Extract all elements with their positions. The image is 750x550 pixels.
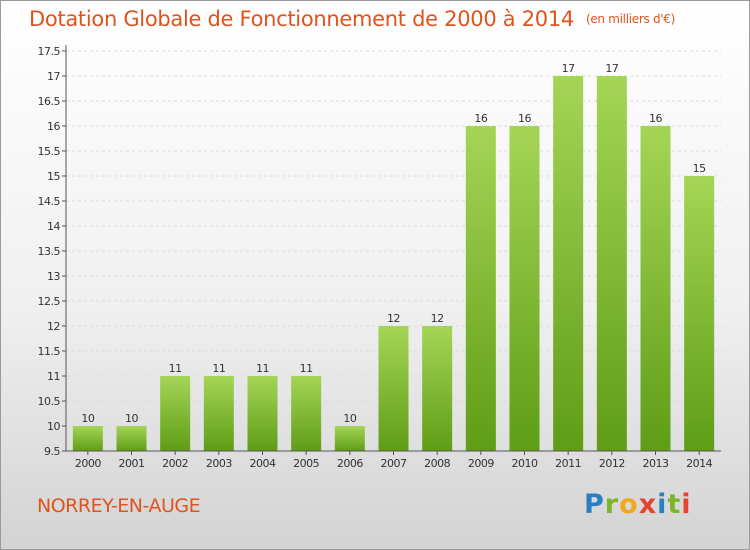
x-tick-label: 2007 [381, 457, 407, 470]
bar [72, 426, 103, 451]
data-label: 11 [256, 362, 269, 375]
y-tick-label: 13 [47, 270, 60, 283]
data-label: 17 [605, 62, 618, 75]
data-label: 15 [693, 162, 706, 175]
x-tick-label: 2000 [75, 457, 101, 470]
y-tick-label: 11 [47, 370, 60, 383]
y-tick-label: 17.5 [38, 45, 61, 58]
data-label: 10 [343, 412, 356, 425]
bar [203, 376, 234, 451]
y-tick-label: 14.5 [38, 195, 61, 208]
bar [334, 426, 365, 451]
place-name: NORREY-EN-AUGE [37, 495, 201, 517]
x-tick-label: 2006 [337, 457, 363, 470]
proxiti-logo: Proxiti [584, 489, 692, 520]
y-tick-label: 15.5 [38, 145, 61, 158]
data-label: 16 [518, 112, 531, 125]
bar [640, 126, 671, 451]
bar [509, 126, 540, 451]
data-label: 10 [125, 412, 138, 425]
data-label: 12 [431, 312, 444, 325]
y-tick-label: 16 [47, 120, 60, 133]
x-tick-label: 2011 [555, 457, 581, 470]
chart-unit: (en milliers d'€) [585, 12, 675, 26]
bars [72, 76, 715, 451]
x-tick-label: 2014 [686, 457, 712, 470]
y-tick-label: 14 [47, 220, 60, 233]
bar [378, 326, 409, 451]
chart-title: Dotation Globale de Fonctionnement de 20… [29, 7, 675, 31]
data-label: 16 [474, 112, 487, 125]
bar [422, 326, 453, 451]
y-tick-label: 16.5 [38, 95, 61, 108]
x-tick-label: 2009 [468, 457, 494, 470]
data-label: 11 [169, 362, 182, 375]
y-tick-label: 12 [47, 320, 60, 333]
x-tick-label: 2002 [162, 457, 188, 470]
bar [247, 376, 278, 451]
bar [160, 376, 191, 451]
y-tick-label: 9.5 [44, 445, 60, 458]
x-tick-label: 2001 [119, 457, 145, 470]
data-label: 11 [300, 362, 313, 375]
x-tick-label: 2008 [424, 457, 450, 470]
y-tick-label: 13.5 [38, 245, 61, 258]
y-tick-label: 15 [47, 170, 60, 183]
y-tick-label: 12.5 [38, 295, 61, 308]
axes [62, 45, 721, 455]
x-tick-label: 2013 [643, 457, 669, 470]
y-tick-label: 10 [47, 420, 60, 433]
bar [596, 76, 627, 451]
labels: 9.5 10 10.5 11 11.5 12 12.5 13 13.5 14 14.5 15 15.5 1… [38, 45, 714, 470]
y-tick-label: 17 [47, 70, 60, 83]
bar [116, 426, 147, 451]
x-tick-label: 2010 [512, 457, 538, 470]
data-label: 12 [387, 312, 400, 325]
x-tick-label: 2003 [206, 457, 232, 470]
data-label: 17 [562, 62, 575, 75]
bar [684, 176, 715, 451]
bar [553, 76, 584, 451]
chart-title-text: Dotation Globale de Fonctionnement de 20… [29, 7, 574, 31]
y-tick-label: 11.5 [38, 345, 61, 358]
bar [291, 376, 322, 451]
y-tick-label: 10.5 [38, 395, 61, 408]
x-tick-label: 2012 [599, 457, 625, 470]
bar [465, 126, 496, 451]
x-tick-label: 2005 [293, 457, 319, 470]
x-tick-label: 2004 [250, 457, 276, 470]
data-label: 16 [649, 112, 662, 125]
data-label: 10 [81, 412, 94, 425]
data-label: 11 [212, 362, 225, 375]
